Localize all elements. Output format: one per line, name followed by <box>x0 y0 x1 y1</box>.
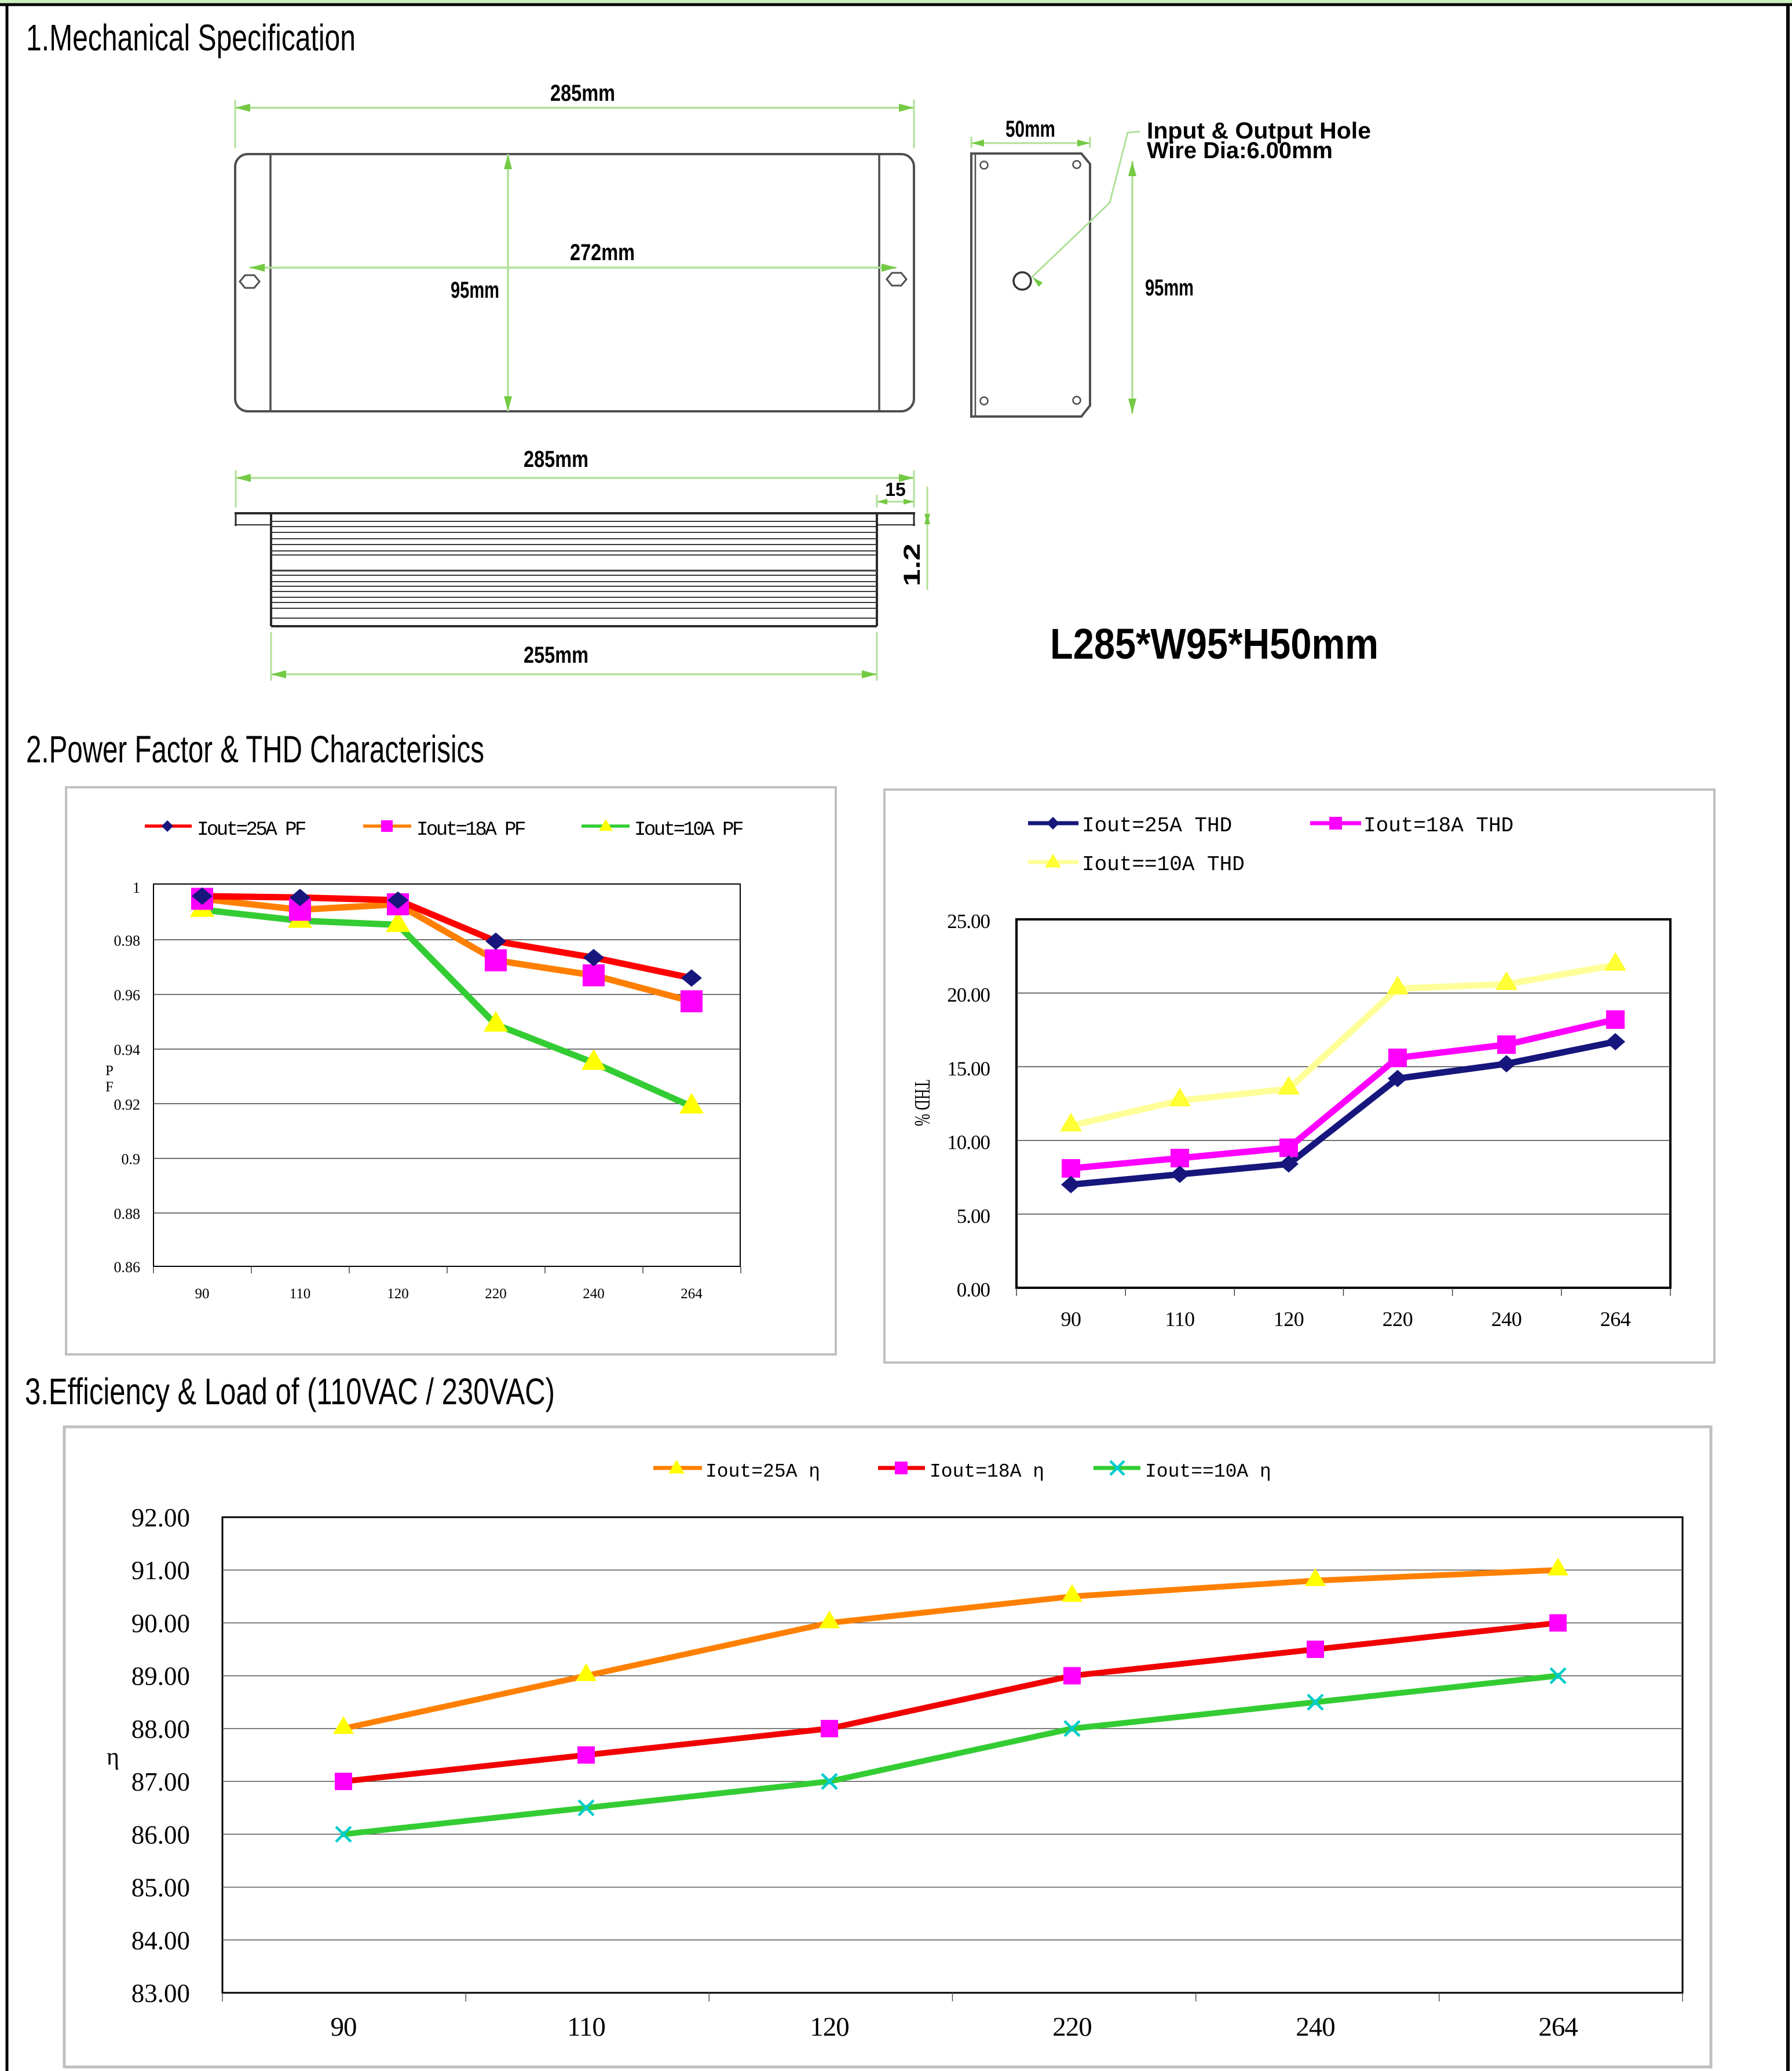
svg-text:86.00: 86.00 <box>131 1820 190 1849</box>
svg-text:0.92: 0.92 <box>114 1096 141 1113</box>
svg-text:264: 264 <box>681 1286 703 1302</box>
svg-text:Iout=25A PF: Iout=25A PF <box>197 819 306 841</box>
svg-text:85.00: 85.00 <box>131 1873 190 1902</box>
svg-text:83.00: 83.00 <box>131 1979 190 2008</box>
svg-text:285mm: 285mm <box>550 81 615 106</box>
svg-text:90: 90 <box>195 1286 210 1302</box>
svg-text:92.00: 92.00 <box>131 1503 190 1532</box>
svg-text:84.00: 84.00 <box>131 1926 190 1955</box>
svg-text:1: 1 <box>133 879 140 896</box>
svg-text:90: 90 <box>1061 1307 1081 1331</box>
svg-text:91.00: 91.00 <box>131 1556 190 1585</box>
svg-text:90: 90 <box>331 2012 357 2042</box>
svg-text:P: P <box>105 1063 114 1079</box>
svg-text:272mm: 272mm <box>570 240 635 265</box>
svg-text:240: 240 <box>583 1286 605 1302</box>
svg-text:20.00: 20.00 <box>947 984 990 1006</box>
svg-text:3.Efficiency & Load of (110VAC: 3.Efficiency & Load of (110VAC / 230VAC) <box>25 1371 555 1412</box>
svg-text:Iout==10A THD: Iout==10A THD <box>1082 853 1245 876</box>
svg-text:Iout=18A PF: Iout=18A PF <box>416 819 525 841</box>
svg-text:5.00: 5.00 <box>957 1205 990 1228</box>
svg-text:88.00: 88.00 <box>131 1715 190 1744</box>
svg-text:0.88: 0.88 <box>114 1206 141 1222</box>
svg-text:25.00: 25.00 <box>947 910 990 933</box>
svg-text:220: 220 <box>1052 2012 1092 2042</box>
svg-text:110: 110 <box>290 1286 311 1302</box>
svg-text:Iout=25A THD: Iout=25A THD <box>1082 814 1232 838</box>
svg-text:10.00: 10.00 <box>947 1131 990 1154</box>
svg-text:120: 120 <box>1274 1307 1304 1331</box>
svg-text:95mm: 95mm <box>451 277 499 303</box>
svg-text:η: η <box>107 1744 119 1770</box>
svg-text:15: 15 <box>885 479 906 500</box>
svg-text:0.86: 0.86 <box>114 1259 141 1276</box>
svg-text:89.00: 89.00 <box>131 1662 190 1691</box>
svg-text:220: 220 <box>485 1286 507 1302</box>
svg-text:15.00: 15.00 <box>947 1057 990 1080</box>
svg-text:220: 220 <box>1383 1307 1413 1331</box>
svg-text:264: 264 <box>1600 1307 1631 1331</box>
svg-text:Iout=10A PF: Iout=10A PF <box>634 819 743 841</box>
svg-text:Iout=25A η: Iout=25A η <box>705 1461 820 1482</box>
svg-text:110: 110 <box>567 2012 605 2042</box>
svg-text:120: 120 <box>387 1286 409 1302</box>
svg-text:95mm: 95mm <box>1145 275 1194 301</box>
svg-text:Wire Dia:6.00mm: Wire Dia:6.00mm <box>1147 138 1333 163</box>
svg-text:264: 264 <box>1538 2012 1578 2042</box>
svg-text:90.00: 90.00 <box>131 1609 190 1638</box>
svg-text:87.00: 87.00 <box>131 1767 190 1796</box>
svg-text:1.2: 1.2 <box>899 543 925 586</box>
svg-text:0.9: 0.9 <box>122 1151 141 1168</box>
svg-text:0.94: 0.94 <box>114 1042 141 1058</box>
svg-text:120: 120 <box>810 2012 849 2042</box>
svg-text:240: 240 <box>1296 2012 1335 2042</box>
svg-text:110: 110 <box>1165 1307 1194 1331</box>
svg-text:285mm: 285mm <box>524 447 588 472</box>
svg-text:F: F <box>105 1079 114 1095</box>
svg-text:1.Mechanical Specification: 1.Mechanical Specification <box>26 17 356 59</box>
svg-text:240: 240 <box>1491 1307 1522 1331</box>
svg-text:Iout=18A η: Iout=18A η <box>930 1461 1044 1482</box>
svg-text:255mm: 255mm <box>524 642 588 668</box>
svg-text:THD %: THD % <box>910 1080 934 1126</box>
svg-text:0.98: 0.98 <box>114 932 141 949</box>
svg-text:0.96: 0.96 <box>114 987 141 1004</box>
svg-text:Iout==10A η: Iout==10A η <box>1145 1461 1271 1482</box>
svg-text:Iout=18A THD: Iout=18A THD <box>1363 814 1513 838</box>
svg-text:50mm: 50mm <box>1005 116 1055 142</box>
svg-text:Input & Output Hole: Input & Output Hole <box>1147 118 1371 144</box>
svg-text:L285*W95*H50mm: L285*W95*H50mm <box>1050 620 1378 668</box>
svg-text:0.00: 0.00 <box>957 1279 990 1301</box>
svg-text:2.Power Factor & THD Character: 2.Power Factor & THD Characterisics <box>26 728 484 770</box>
